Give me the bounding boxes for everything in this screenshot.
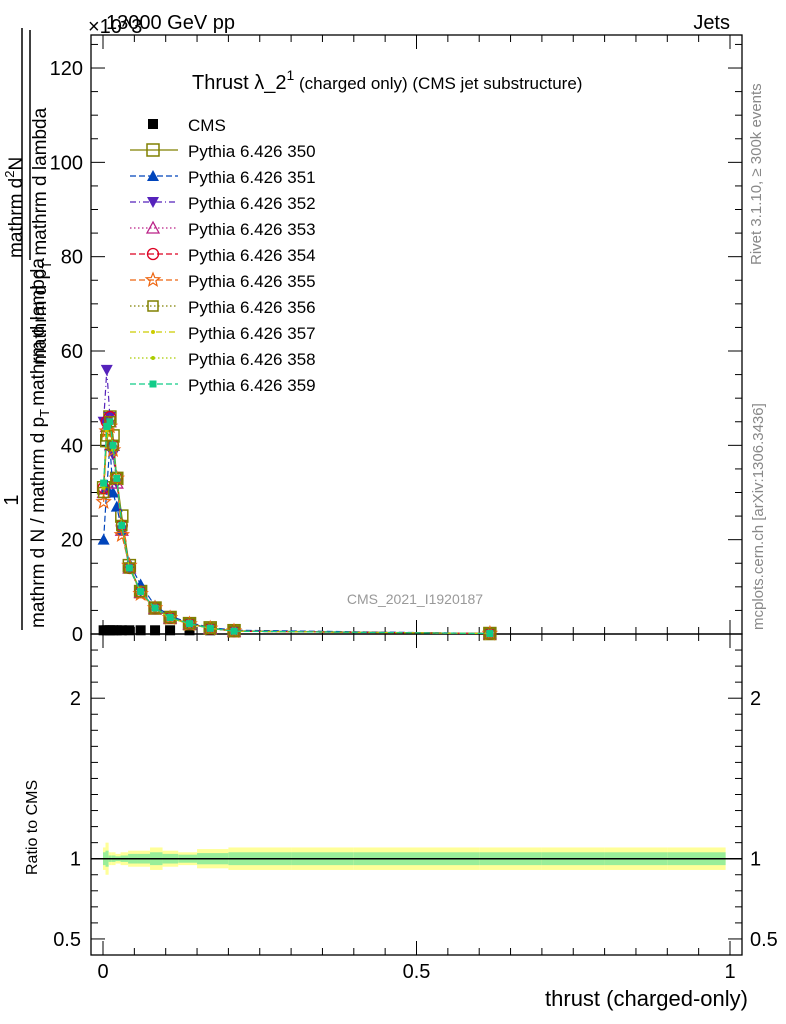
x-axis-label: thrust (charged-only) [545,986,748,1011]
main-y-axis-label: 1 mathrm d N / mathrm d pTmathrm d lambd… [1,28,54,630]
x-tick-label: 1 [724,961,735,983]
x-tick-label: 0 [97,961,108,983]
beam-label: 13000 GeV pp [106,12,235,34]
legend-label: Pythia 6.426 354 [188,246,316,265]
series-point-355 [95,493,112,509]
ratio-band-group [91,842,742,875]
legend-marker [144,271,162,288]
ratio-plot-frame [90,633,743,956]
ylabel-one: 1 [1,494,23,505]
series-point-355 [113,526,131,542]
cms-data-point [135,625,146,636]
series-point-358 [101,485,106,490]
legend-label: Pythia 6.426 350 [188,142,316,161]
series-point-359 [118,522,126,530]
main-y-tick-label: 40 [61,435,83,457]
main-y-tick-label: 120 [50,58,83,80]
series-point-359 [151,604,159,612]
legend-label: Pythia 6.426 353 [188,220,316,239]
legend-marker [149,380,157,388]
series-point-356 [164,611,176,624]
cms-data-point [111,625,122,636]
series-point-352 [100,364,113,376]
legend-label: Pythia 6.426 356 [188,298,316,317]
main-y-tick-label: 60 [61,341,83,363]
cms-data-point [124,625,135,636]
legend-marker [146,247,160,261]
mcplots-label: mcplots.cern.ch [arXiv:1306.3436] [750,403,767,630]
legend: CMS Pythia 6.426 350 Pythia 6.426 351 Pythi… [130,116,316,395]
legend-label-cms: CMS [188,116,226,135]
legend-marker [151,330,155,334]
series-point-356 [116,519,128,532]
legend-marker [146,143,160,157]
main-y-tick-label: 100 [50,152,83,174]
series-point-356 [149,602,161,614]
series-point-356 [134,585,147,598]
series-point-351 [107,486,120,498]
legend-label: Pythia 6.426 352 [188,194,316,213]
series-point-359 [125,564,133,572]
series-point-359 [230,627,238,635]
ratio-y-tick-label: 1 [70,849,81,871]
analysis-watermark: CMS_2021_I1920187 [347,591,483,607]
ylabel-denominator: mathrm d N / mathrm d pTmathrm d lambda [28,258,52,628]
series-point-359 [100,479,108,487]
main-y-tick-label: 20 [61,530,83,552]
series-point-359 [206,624,214,632]
plot-title: Thrust λ_21 (charged only) (CMS jet subs… [192,67,582,94]
legend-label: Pythia 6.426 359 [188,376,316,395]
ratio-y-tick-label: 2 [70,688,81,710]
legend-marker [151,356,155,360]
legend-marker [147,170,159,181]
series-point-359 [113,474,121,482]
series-group [95,364,499,641]
series-point-357 [104,429,109,434]
x-tick-label: 0.5 [403,961,431,983]
legend-label: Pythia 6.426 355 [188,272,316,291]
ratio-y-axis-label: Ratio to CMS [24,780,41,875]
series-point-356 [183,617,196,630]
ratio-y-tick-label-right: 2 [750,688,761,710]
ratio-y-tick-label-right: 0.5 [750,929,778,951]
main-y-tick-label: 80 [61,247,83,269]
legend-label: Pythia 6.426 351 [188,168,316,187]
cms-data-point [116,625,127,636]
legend-marker [147,197,159,208]
ratio-y-tick-label: 0.5 [53,929,81,951]
legend-label: Pythia 6.426 357 [188,324,316,343]
series-point-359 [109,441,117,449]
rivet-label: Rivet 3.1.10, ≥ 300k events [748,83,765,265]
series-point-351 [97,533,110,545]
ylabel-numerator-block: mathrm d2N [2,157,27,258]
series-point-359 [486,630,494,638]
series-point-356 [123,562,136,574]
series-point-359 [106,418,114,426]
series-point-359 [137,588,145,596]
ylabel-inner-denominator: mathrm d pT mathrm d lambda [30,107,54,365]
cms-data-point [165,625,176,636]
process-label: Jets [693,12,730,34]
series-point-359 [103,422,111,430]
series-point-359 [166,613,174,621]
legend-marker [147,300,159,312]
legend-marker-cms [148,119,158,129]
series-point-359 [186,620,194,628]
legend-label: Pythia 6.426 358 [188,350,316,369]
cms-data-point [150,625,161,636]
multiplier-label: ×10^3 [88,16,142,38]
legend-marker [145,220,161,234]
main-y-tick-label: 0 [72,624,83,646]
ratio-y-tick-label-right: 1 [750,849,761,871]
series-line-359 [103,420,490,635]
